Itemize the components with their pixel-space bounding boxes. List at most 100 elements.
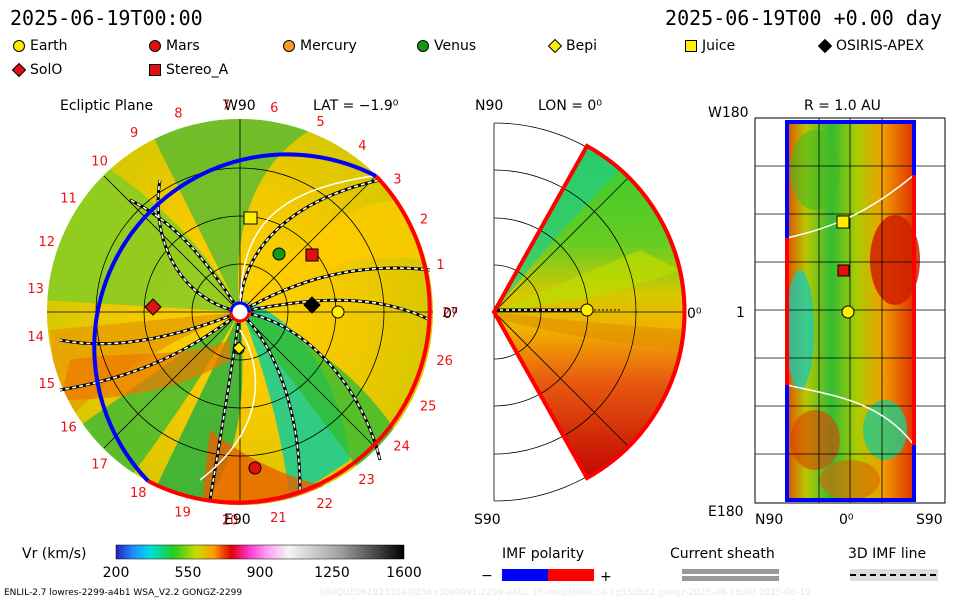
radial-x-left: N90: [755, 512, 783, 528]
radial-panel: R = 1.0 AU W180 1 E180 N90 0⁰ S90: [708, 98, 946, 528]
imf-polarity-minus: −: [481, 568, 493, 584]
current-sheath-title: Current sheath: [670, 546, 775, 562]
radial-stereo-a-marker: [837, 264, 850, 277]
carrington-tick-label: 9: [130, 126, 138, 141]
colorbar-label: Vr (km/s): [22, 546, 86, 562]
stereo-a-marker: [305, 248, 319, 262]
carrington-tick-label: 1: [436, 258, 444, 273]
meridional-panel: N90 LON = 0⁰ S90 0⁰: [474, 98, 702, 528]
bepi-marker: [232, 341, 246, 355]
solo-marker: [144, 298, 162, 316]
carrington-tick-label: 23: [358, 473, 375, 488]
circle-marker-icon: [149, 40, 161, 52]
footer-right: UNIQUE0619233540/256x30x90x1.2299-a4b1.1…: [320, 588, 811, 598]
carrington-tick-label: 6: [270, 101, 278, 116]
radial-x-mid: 0⁰: [839, 512, 854, 528]
imf-line-legend: 3D IMF line: [848, 546, 938, 581]
carrington-tick-label: 5: [316, 115, 324, 130]
legend-label: Mercury: [300, 38, 357, 54]
meridional-earth-marker: [580, 303, 594, 317]
earth-marker: [331, 305, 345, 319]
carrington-tick-label: 11: [60, 192, 77, 207]
carrington-tick-label: 8: [174, 107, 182, 122]
circle-marker-icon: [283, 40, 295, 52]
square-marker-icon: [149, 64, 161, 76]
current-sheath-legend: Current sheath: [670, 546, 779, 581]
carrington-tick-label: 22: [316, 497, 333, 512]
meridional-rim: [491, 143, 687, 481]
legend-item-venus: Venus: [416, 38, 476, 54]
current-sheath-swatch-top: [682, 569, 779, 574]
meridional-lon-label: LON = 0⁰: [538, 98, 602, 114]
legend-label: OSIRIS-APEX: [836, 38, 924, 54]
carrington-tick-label: 14: [27, 330, 44, 345]
colorbar-tick-label: 900: [247, 565, 274, 581]
legend-label: Venus: [434, 38, 477, 54]
timestamp-left: 2025-06-19T00:00: [10, 6, 203, 30]
carrington-tick-label: 25: [420, 399, 437, 414]
imf-line-title: 3D IMF line: [848, 546, 926, 562]
colorbar-tick-label: 1600: [386, 565, 422, 581]
carrington-tick-label: 13: [27, 282, 44, 297]
imf-polarity-positive: [548, 569, 594, 581]
carrington-tick-label: 18: [130, 486, 147, 501]
colorbar-gradient: [115, 544, 405, 560]
ecliptic-current-sheet: [199, 174, 381, 481]
carrington-tick-label: 16: [60, 420, 77, 435]
legend-item-mars: Mars: [148, 38, 200, 54]
legend-item-bepi: Bepi: [548, 38, 597, 54]
legend-item-earth: Earth: [12, 38, 68, 54]
legend-label: Bepi: [566, 38, 597, 54]
ecliptic-bottom-label: E90: [224, 512, 251, 528]
legend-item-osiris-apex: OSIRIS-APEX: [818, 38, 924, 54]
imf-polarity-legend: IMF polarity − +: [481, 546, 612, 585]
radial-x-right: S90: [916, 512, 943, 528]
colorbar-tick-label: 550: [175, 565, 202, 581]
radial-title: R = 1.0 AU: [804, 98, 881, 114]
sun-polarity-arc: [229, 301, 251, 313]
current-sheath-swatch-bottom: [682, 576, 779, 581]
radial-bottom-left: E180: [708, 504, 744, 520]
legend-item-solo: SolO: [12, 62, 62, 78]
ecliptic-rim-negative: [92, 152, 377, 483]
diamond-marker-icon: [548, 39, 562, 53]
carrington-tick-label: 19: [174, 505, 191, 520]
legend-item-juice: Juice: [684, 38, 735, 54]
carrington-tick-label: 27: [442, 306, 459, 321]
legend-label: Stereo_A: [166, 62, 229, 78]
carrington-tick-label: 10: [91, 155, 108, 170]
imf-polarity-negative: [502, 569, 548, 581]
radial-top-left: W180: [708, 105, 749, 121]
colorbar: Vr (km/s) 200 550 900 1250 1600: [22, 544, 422, 581]
imf-polarity-title: IMF polarity: [502, 546, 584, 562]
legend-label: Mars: [166, 38, 200, 54]
venus-marker: [272, 247, 286, 261]
carrington-tick-label: 26: [436, 354, 453, 369]
carrington-tick-label: 15: [39, 377, 56, 392]
timestamp-right: 2025-06-19T00 +0.00 day: [665, 6, 942, 30]
legend-label: Earth: [30, 38, 68, 54]
meridional-right-label: 0⁰: [687, 306, 702, 322]
carrington-tick-label: 7: [222, 98, 230, 113]
radial-velocity-patches: [786, 130, 920, 500]
ecliptic-lat-label: LAT = −1.9⁰: [313, 98, 399, 114]
juice-marker: [243, 211, 258, 225]
ecliptic-top-label: W90: [224, 98, 256, 114]
diamond-marker-icon: [12, 63, 26, 77]
carrington-tick-label: 21: [270, 511, 287, 526]
carrington-tick-label: 2: [420, 213, 428, 228]
carrington-tick-label: 17: [91, 457, 108, 472]
legend-item-stereo-a: Stereo_A: [148, 62, 228, 78]
square-marker-icon: [685, 40, 697, 52]
carrington-tick-label: 4: [358, 139, 366, 154]
ecliptic-title: Ecliptic Plane: [60, 98, 153, 114]
imf-polarity-plus: +: [600, 569, 612, 585]
colorbar-tick-label: 1250: [314, 565, 350, 581]
legend-item-mercury: Mercury: [282, 38, 357, 54]
meridional-top-label: N90: [475, 98, 503, 114]
circle-marker-icon: [417, 40, 429, 52]
legend-label: SolO: [30, 62, 63, 78]
